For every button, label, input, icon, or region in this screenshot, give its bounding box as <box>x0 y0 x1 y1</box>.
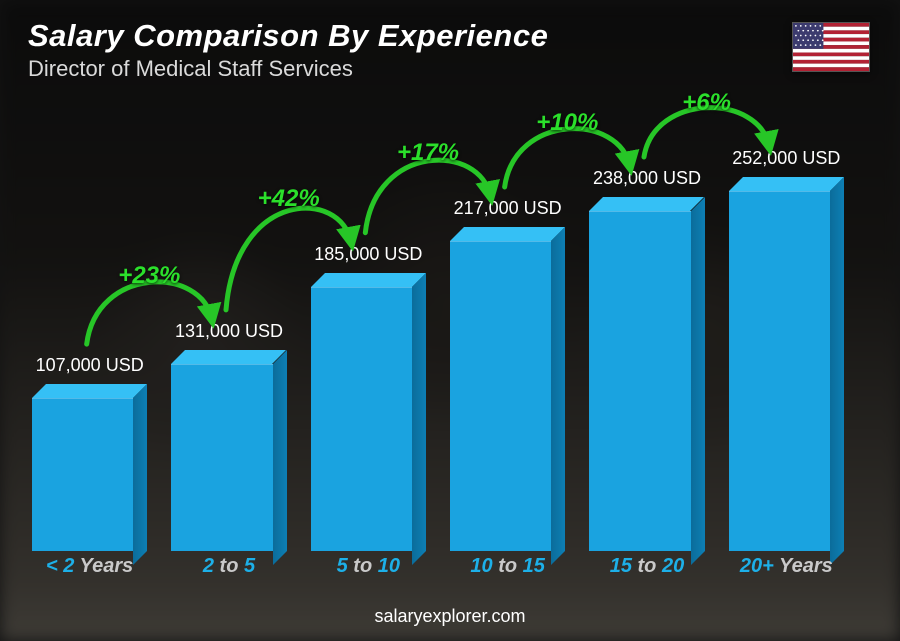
salary-bar <box>729 177 844 551</box>
bars-container: 107,000 USD 131,000 USD 185,000 USD 217,000… <box>32 100 844 551</box>
x-axis-category: 15 to 20 <box>589 555 704 585</box>
x-axis-category: 20+ Years <box>729 555 844 585</box>
salary-bar <box>171 350 286 551</box>
bar-slot: 238,000 USD <box>589 100 704 551</box>
bar-slot: 185,000 USD <box>311 100 426 551</box>
salary-bar <box>589 197 704 551</box>
bar-value-label: 185,000 USD <box>311 244 426 265</box>
usa-flag-icon <box>792 22 870 72</box>
salary-bar-chart: 107,000 USD 131,000 USD 185,000 USD 217,000… <box>32 100 844 585</box>
bar-value-label: 238,000 USD <box>589 168 704 189</box>
footer-attribution: salaryexplorer.com <box>0 606 900 627</box>
salary-bar <box>450 227 565 551</box>
bar-slot: 217,000 USD <box>450 100 565 551</box>
salary-bar <box>311 273 426 551</box>
content-root: Salary Comparison By Experience Director… <box>0 0 900 641</box>
growth-percent-label: +10% <box>536 109 598 137</box>
bar-value-label: 131,000 USD <box>171 321 286 342</box>
bar-value-label: 217,000 USD <box>450 198 565 219</box>
x-axis-labels: < 2 Years 2 to 5 5 to 10 10 to 15 15 to 20 20… <box>32 555 844 585</box>
title-block: Salary Comparison By Experience Director… <box>28 18 548 82</box>
bar-value-label: 252,000 USD <box>729 148 844 169</box>
growth-percent-label: +42% <box>258 185 320 213</box>
salary-bar <box>32 384 147 551</box>
growth-percent-label: +6% <box>682 89 731 117</box>
page-subtitle: Director of Medical Staff Services <box>28 56 548 82</box>
bar-slot: 131,000 USD <box>171 100 286 551</box>
growth-percent-label: +23% <box>118 262 180 290</box>
x-axis-category: 5 to 10 <box>311 555 426 585</box>
x-axis-category: 10 to 15 <box>450 555 565 585</box>
growth-percent-label: +17% <box>397 139 459 167</box>
x-axis-category: < 2 Years <box>32 555 147 585</box>
bar-slot: 252,000 USD <box>729 100 844 551</box>
bar-value-label: 107,000 USD <box>32 355 147 376</box>
page-title: Salary Comparison By Experience <box>28 18 548 54</box>
bar-slot: 107,000 USD <box>32 100 147 551</box>
x-axis-category: 2 to 5 <box>171 555 286 585</box>
